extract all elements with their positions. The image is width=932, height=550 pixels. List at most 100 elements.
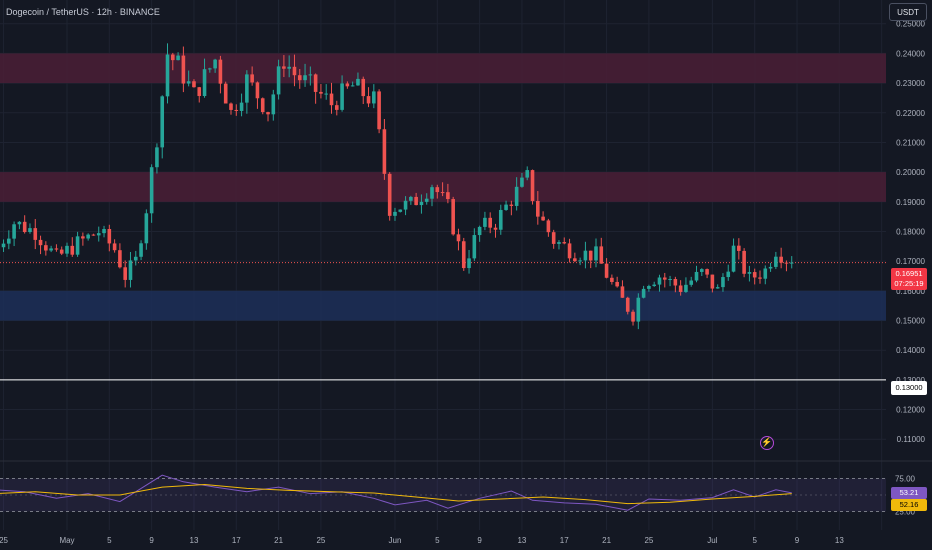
candle-body bbox=[710, 274, 715, 289]
candle-body bbox=[186, 81, 191, 84]
candle-body bbox=[144, 213, 149, 244]
x-axis-tick-label: 5 bbox=[752, 536, 757, 545]
rsi-value-badge: 53.21 bbox=[891, 487, 927, 499]
candle-body bbox=[102, 229, 106, 234]
x-axis-tick-label: 25 bbox=[0, 536, 9, 545]
candle-body bbox=[636, 297, 641, 322]
candle-body bbox=[382, 129, 387, 174]
candle-body bbox=[387, 173, 392, 216]
candle-body bbox=[176, 55, 180, 61]
x-axis-tick-label: 21 bbox=[602, 536, 611, 545]
lightning-alert-icon[interactable]: ⚡ bbox=[760, 436, 774, 450]
rsi-upper-label: 75.00 bbox=[895, 475, 916, 484]
candle-body bbox=[435, 187, 440, 193]
candle-body bbox=[504, 204, 508, 210]
candle-body bbox=[409, 196, 413, 201]
candle-body bbox=[546, 220, 551, 233]
candle-body bbox=[28, 228, 32, 233]
candle-body bbox=[758, 277, 762, 279]
candle-body bbox=[620, 286, 625, 298]
candle-body bbox=[192, 81, 196, 88]
candle-body bbox=[282, 66, 286, 69]
candle-body bbox=[541, 216, 545, 221]
candle-body bbox=[86, 234, 90, 239]
x-axis-tick-label: Jul bbox=[707, 536, 717, 545]
candle-body bbox=[75, 236, 80, 255]
candle-body bbox=[419, 201, 424, 206]
bar-countdown: 07:25:19 bbox=[894, 279, 924, 288]
candle-body bbox=[493, 227, 498, 230]
candle-body bbox=[356, 78, 360, 86]
candle-body bbox=[483, 217, 487, 227]
candle-body bbox=[631, 311, 635, 322]
candle-body bbox=[488, 217, 492, 228]
candle-body bbox=[625, 297, 630, 312]
candle-body bbox=[202, 69, 207, 97]
candle-body bbox=[652, 284, 656, 287]
y-axis-tick-label: 0.14000 bbox=[896, 346, 925, 355]
candle-body bbox=[536, 200, 540, 217]
candle-body bbox=[133, 256, 138, 261]
candle-body bbox=[789, 262, 794, 264]
candle-body bbox=[668, 279, 672, 281]
candle-body bbox=[22, 221, 27, 233]
candle-body bbox=[763, 268, 768, 279]
x-axis-tick-label: 25 bbox=[316, 536, 325, 545]
candle-body bbox=[123, 267, 127, 280]
candle-body bbox=[139, 243, 143, 257]
rsi-ma-line bbox=[0, 483, 792, 505]
candle-body bbox=[747, 272, 752, 274]
candle-body bbox=[340, 83, 344, 110]
candle-body bbox=[393, 211, 397, 216]
candle-body bbox=[81, 236, 85, 239]
candle-body bbox=[721, 277, 725, 288]
y-axis-tick-label: 0.23000 bbox=[896, 79, 925, 88]
last-price-badge: 0.16951 07:25:19 bbox=[891, 268, 927, 290]
x-axis-tick-label: 5 bbox=[107, 536, 112, 545]
candle-body bbox=[165, 54, 170, 97]
currency-button[interactable]: USDT bbox=[889, 3, 927, 21]
candle-body bbox=[213, 59, 217, 69]
candle-body bbox=[567, 243, 572, 259]
candle-body bbox=[456, 234, 461, 242]
candle-body bbox=[520, 177, 524, 187]
candle-body bbox=[229, 103, 233, 110]
candle-body bbox=[366, 96, 371, 104]
candle-body bbox=[678, 285, 683, 292]
candle-body bbox=[155, 147, 159, 168]
candle-body bbox=[657, 277, 662, 285]
candle-body bbox=[313, 74, 318, 92]
candle-body bbox=[440, 192, 445, 194]
candle-body bbox=[530, 170, 535, 201]
candle-body bbox=[260, 98, 265, 113]
candle-body bbox=[128, 260, 133, 280]
y-axis-tick-label: 0.13000 bbox=[896, 376, 925, 385]
x-axis-tick-label: 25 bbox=[644, 536, 653, 545]
candle-body bbox=[65, 245, 69, 254]
y-axis-tick-label: 0.17000 bbox=[896, 257, 925, 266]
candle-body bbox=[319, 91, 323, 94]
candle-body bbox=[239, 102, 244, 111]
candle-body bbox=[784, 262, 789, 264]
x-axis-tick-label: Jun bbox=[389, 536, 402, 545]
candle-body bbox=[673, 279, 678, 286]
candle-body bbox=[250, 74, 254, 83]
candle-body bbox=[7, 238, 11, 244]
candle-body bbox=[1, 243, 6, 248]
candle-body bbox=[461, 241, 466, 269]
rsi-line bbox=[0, 474, 792, 511]
candle-body bbox=[742, 250, 746, 274]
candle-body bbox=[118, 250, 122, 268]
candle-body bbox=[245, 74, 249, 103]
x-axis-tick-label: 9 bbox=[795, 536, 800, 545]
candle-body bbox=[641, 288, 646, 298]
candle-body bbox=[44, 245, 48, 251]
candle-body bbox=[715, 287, 720, 289]
candle-body bbox=[604, 263, 609, 278]
candle-body bbox=[350, 85, 355, 87]
candle-body bbox=[160, 96, 165, 148]
candle-body bbox=[498, 209, 503, 230]
rsi-ma-value-badge: 52.16 bbox=[891, 499, 927, 511]
candle-body bbox=[779, 256, 783, 263]
